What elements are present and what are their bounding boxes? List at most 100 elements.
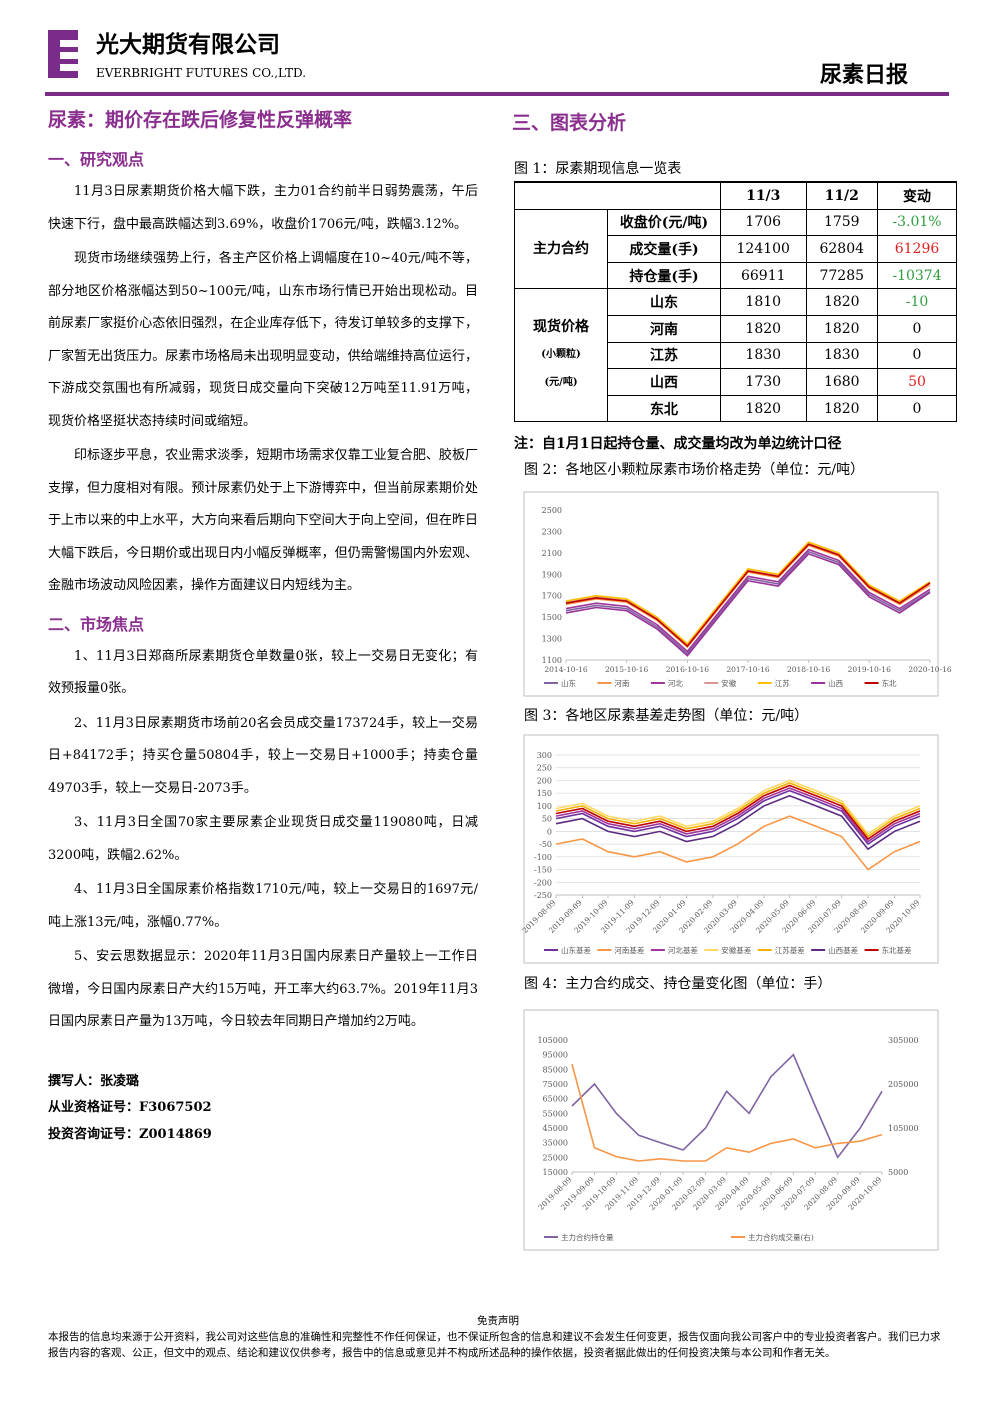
left-column: 尿素：期价存在跌后修复性反弹概率 一、研究观点 11月3日尿素期货价格大幅下跌，主… bbox=[48, 105, 478, 1148]
cell: -10 bbox=[877, 288, 957, 316]
legend-label: 山西基差 bbox=[828, 945, 858, 955]
legend-label: 主力合约持仓量 bbox=[561, 1232, 614, 1242]
company-en: EVERBRIGHT FUTURES CO.,LTD. bbox=[96, 66, 306, 80]
y2-tick-label: 5000 bbox=[888, 1168, 908, 1177]
header: 光大期货有限公司 EVERBRIGHT FUTURES CO.,LTD. 尿素日… bbox=[45, 30, 949, 96]
sections: 一、研究观点 11月3日尿素期货价格大幅下跌，主力01合约前半日弱势震荡，午后快速… bbox=[48, 146, 478, 1039]
series-line bbox=[565, 542, 931, 647]
y-tick-label: 50 bbox=[542, 815, 552, 824]
table-row: 东北 1820 1820 0 bbox=[515, 394, 957, 423]
series-line bbox=[555, 787, 921, 843]
header-cell bbox=[514, 180, 721, 210]
x-tick-label: 2014-10-16 bbox=[544, 665, 587, 674]
series-line bbox=[555, 779, 921, 835]
author-line: 从业资格证号：F3067502 bbox=[48, 1100, 212, 1115]
cell: 1830 bbox=[720, 341, 807, 370]
table-row: 持仓量(手) 66911 77285 -10374 bbox=[515, 261, 957, 290]
x-tick-label: 2018-10-16 bbox=[787, 665, 830, 674]
y2-tick-label: 105000 bbox=[888, 1124, 919, 1133]
legend-label: 主力合约成交量(右) bbox=[748, 1232, 814, 1242]
y-tick-label: 2100 bbox=[542, 549, 562, 558]
series-line bbox=[565, 548, 931, 653]
group-label: 主力合约 bbox=[533, 240, 589, 257]
table-row: 主力合约 收盘价(元/吨) 1706 1759 -3.01% bbox=[514, 208, 957, 290]
paragraph: 11月3日尿素期货价格大幅下跌，主力01合约前半日弱势震荡，午后快速下行，盘中最… bbox=[48, 184, 478, 232]
author-line: 投资咨询证号：Z0014869 bbox=[48, 1126, 212, 1142]
y-tick-label: 200 bbox=[537, 776, 552, 785]
section-heading: 二、市场焦点 bbox=[48, 614, 145, 634]
paragraph: 5、安云思数据显示：2020年11月3日国内尿素日产量较上一工作日微增，今日国内… bbox=[48, 949, 478, 1029]
x-tick-label: 2015-10-16 bbox=[605, 665, 648, 674]
series-line bbox=[571, 1063, 883, 1162]
y-tick-label: 35000 bbox=[543, 1139, 568, 1148]
legend-label: 山西 bbox=[828, 678, 843, 688]
chart-frame bbox=[523, 1009, 939, 1251]
header-cell: 11/2 bbox=[805, 180, 879, 210]
cell: 1730 bbox=[720, 368, 807, 396]
cell: 62804 bbox=[805, 235, 879, 263]
x-tick-label: 2020-10-16 bbox=[908, 665, 951, 674]
legend-label: 江苏基差 bbox=[775, 945, 805, 955]
group-sublabel: (小颗粒) bbox=[541, 349, 581, 361]
y-tick-label: 100 bbox=[537, 802, 552, 811]
section-heading: 一、研究观点 bbox=[48, 150, 145, 169]
cell: 0 bbox=[877, 394, 957, 423]
article-title: 尿素：期价存在跌后修复性反弹概率 bbox=[48, 109, 353, 131]
header-rule bbox=[45, 92, 949, 96]
logo-cut bbox=[60, 64, 82, 71]
disclaimer-text: 本报告的信息均来源于公开资料，我公司对这些信息的准确性和完整性不作任何保证，也不… bbox=[48, 1331, 941, 1359]
row-label: 持仓量(手) bbox=[607, 261, 721, 290]
series-line bbox=[555, 789, 921, 846]
header-row: 11/3 11/2 变动 bbox=[514, 180, 957, 210]
legend-label: 河北基差 bbox=[668, 945, 698, 955]
y-tick-label: 1700 bbox=[542, 592, 562, 601]
series-line bbox=[571, 1053, 883, 1159]
cell: 1830 bbox=[805, 341, 879, 370]
cell: -3.01% bbox=[877, 208, 957, 237]
group-label: 现货价格 bbox=[533, 319, 589, 336]
cell: 61296 bbox=[877, 235, 957, 263]
cell: 66911 bbox=[720, 261, 807, 290]
legend-label: 江苏 bbox=[775, 678, 790, 688]
y-tick-label: 1300 bbox=[542, 635, 562, 644]
y-tick-label: -250 bbox=[534, 891, 552, 900]
data-table: 11/3 11/2 变动 主力合约 收盘价(元/吨) 1706 1759 -3.01% 成交量(… bbox=[514, 180, 957, 423]
row-label: 山东 bbox=[607, 288, 721, 316]
legend-label: 山东基差 bbox=[561, 945, 591, 955]
y-tick-label: 0 bbox=[547, 827, 552, 836]
row-label: 成交量(手) bbox=[607, 235, 721, 263]
logo-cut bbox=[60, 52, 82, 59]
chart-frame bbox=[523, 491, 939, 697]
y-tick-label: 25000 bbox=[543, 1153, 568, 1162]
authors: 撰写人：张凌璐从业资格证号：F3067502 投资咨询证号：Z0014869 bbox=[48, 1069, 478, 1149]
series-line bbox=[565, 541, 931, 646]
series-line bbox=[555, 782, 921, 838]
y-tick-label: 2500 bbox=[542, 506, 562, 515]
series-line bbox=[565, 552, 931, 657]
series-line bbox=[555, 815, 921, 871]
row-label: 东北 bbox=[607, 394, 721, 423]
series-line bbox=[565, 550, 931, 655]
legend-label: 安徽基差 bbox=[721, 945, 751, 955]
y-tick-label: -150 bbox=[534, 866, 552, 875]
charts: 图 2：各地区小颗粒尿素市场价格走势（单位：元/吨）11001300150017… bbox=[520, 461, 952, 1251]
chart-caption: 图 3：各地区尿素基差走势图（单位：元/吨） bbox=[524, 707, 808, 724]
footer: 免责声明 本报告的信息均来源于公开资料，我公司对这些信息的准确性和完整性不作任何… bbox=[48, 1313, 948, 1361]
y-tick-label: 300 bbox=[537, 751, 552, 760]
author-line: 撰写人：张凌璐 bbox=[48, 1073, 140, 1089]
report-title: 尿素日报 bbox=[820, 62, 908, 88]
group-sublabel: (元/吨) bbox=[544, 377, 578, 389]
cell: 1820 bbox=[805, 314, 879, 343]
y-tick-label: 150 bbox=[537, 789, 552, 798]
cell: 1820 bbox=[720, 394, 807, 423]
table-row: 江苏 1830 1830 0 bbox=[515, 341, 957, 370]
x-tick-label: 2016-10-16 bbox=[666, 665, 709, 674]
y-tick-label: 45000 bbox=[543, 1124, 568, 1133]
chart-caption: 图 2：各地区小颗粒尿素市场价格走势（单位：元/吨） bbox=[524, 461, 864, 478]
paragraph: 4、11月3日全国尿素价格指数1710元/吨，较上一交易日的1697元/吨上涨1… bbox=[48, 882, 478, 930]
group-cell: 主力合约 bbox=[514, 208, 608, 290]
y-tick-label: -50 bbox=[539, 840, 552, 849]
x-tick-label: 2017-10-16 bbox=[726, 665, 769, 674]
company-cn: 光大期货有限公司 bbox=[95, 31, 280, 58]
